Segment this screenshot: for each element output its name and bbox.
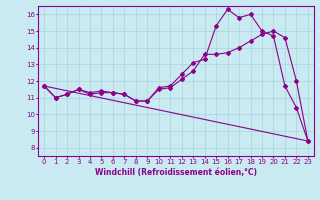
X-axis label: Windchill (Refroidissement éolien,°C): Windchill (Refroidissement éolien,°C) (95, 168, 257, 177)
